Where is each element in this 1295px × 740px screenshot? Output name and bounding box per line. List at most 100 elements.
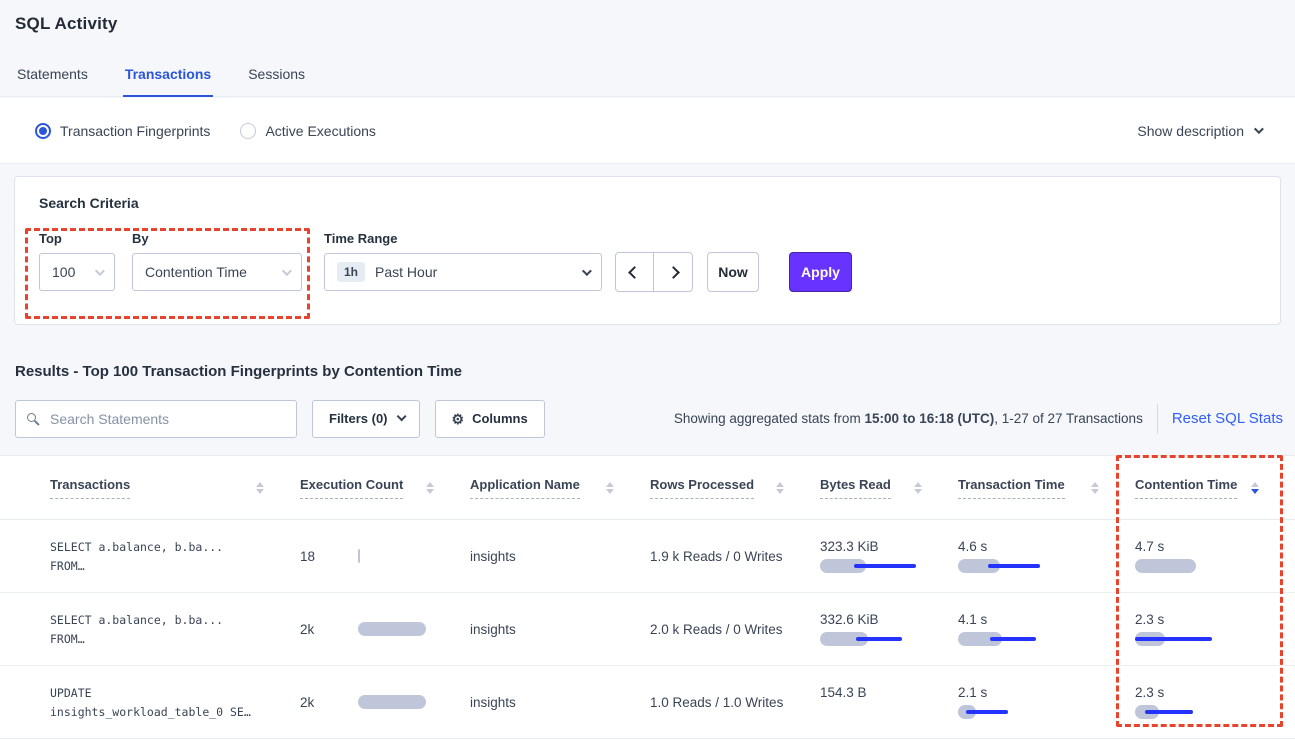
radio-selected-icon[interactable]	[35, 122, 51, 139]
bytes-read-bar	[820, 559, 920, 573]
stats-time-range: 15:00 to 16:18 (UTC)	[864, 411, 995, 426]
cell-rows-processed: 1.0 Reads / 1.0 Writes	[650, 694, 784, 710]
search-field	[15, 399, 297, 438]
tab-statements[interactable]: Statements	[17, 66, 88, 82]
column-header-contention-time[interactable]: Contention Time	[1121, 477, 1281, 499]
time-range-value: Past Hour	[375, 264, 438, 280]
stats-suffix: , 1-27 of 27 Transactions	[994, 411, 1143, 426]
by-label: By	[132, 231, 149, 246]
chevron-left-icon	[628, 265, 641, 279]
bytes-read-bar	[820, 705, 920, 719]
filters-label: Filters (0)	[329, 411, 388, 426]
bytes-read-mean-bar	[820, 559, 866, 573]
cell-application-name: insights	[470, 548, 516, 564]
column-label: Execution Count	[300, 477, 404, 499]
sort-icon[interactable]	[776, 481, 784, 494]
sort-icon[interactable]	[426, 481, 434, 494]
fingerprint-line-2: FROM…	[50, 558, 85, 573]
top-select[interactable]: 100	[39, 253, 115, 291]
column-header-bytes-read[interactable]: Bytes Read	[806, 477, 944, 499]
next-time-range-button[interactable]	[654, 253, 692, 291]
cell-transaction: UPDATE insights_workload_table_0 SE…	[36, 686, 286, 719]
execution-count-value: 18	[300, 548, 316, 564]
column-header-rows-processed[interactable]: Rows Processed	[636, 477, 806, 499]
search-statements-input[interactable]	[15, 399, 297, 438]
transaction-fingerprint-link[interactable]: UPDATE insights_workload_table_0 SE…	[50, 686, 286, 719]
time-range-pager	[615, 252, 693, 292]
results-heading: Results - Top 100 Transaction Fingerprin…	[15, 363, 463, 380]
cell-contention-time: 2.3 s	[1121, 612, 1281, 646]
column-header-transactions[interactable]: Transactions	[36, 477, 286, 499]
fingerprint-line-1: SELECT a.balance, b.ba...	[50, 612, 224, 627]
sort-icon[interactable]	[256, 481, 264, 494]
cell-application-name: insights	[470, 621, 516, 637]
results-toolbar: Filters (0) ⚙ Columns Showing aggregated…	[15, 399, 1283, 438]
transaction-time-value: 4.6 s	[958, 539, 988, 554]
now-button[interactable]: Now	[707, 252, 759, 292]
transaction-time-stddev-line	[990, 637, 1036, 641]
fingerprint-line-1: SELECT a.balance, b.ba...	[50, 539, 224, 554]
top-field: Top 100	[39, 231, 115, 291]
filters-button[interactable]: Filters (0)	[312, 399, 420, 438]
sort-down-icon	[426, 488, 434, 494]
bytes-read-bar	[820, 632, 920, 646]
table-header-row: Transactions Execution Count Application N…	[0, 456, 1295, 520]
sort-icon[interactable]	[606, 481, 614, 494]
time-range-badge: 1h	[337, 262, 366, 282]
column-label: Transaction Time	[958, 477, 1065, 499]
fingerprint-line-1: UPDATE	[50, 685, 92, 700]
tab-sessions[interactable]: Sessions	[248, 66, 306, 82]
transaction-time-bar	[958, 632, 1058, 646]
cell-transaction-time: 4.1 s	[944, 612, 1121, 646]
sort-icon[interactable]	[1251, 481, 1259, 494]
transaction-time-mean-bar	[958, 559, 1000, 573]
column-label: Contention Time	[1135, 477, 1238, 499]
radio-unselected-icon[interactable]	[240, 122, 257, 139]
table-row: UPDATE insights_workload_table_0 SE… 2k ins…	[0, 666, 1295, 739]
contention-time-bar	[1135, 705, 1235, 719]
column-header-execution-count[interactable]: Execution Count	[286, 477, 456, 499]
column-header-application-name[interactable]: Application Name	[456, 477, 636, 499]
columns-button[interactable]: ⚙ Columns	[434, 399, 545, 438]
by-select-value: Contention Time	[145, 264, 247, 280]
sort-up-icon	[606, 481, 614, 487]
execution-count-mean-bar	[358, 549, 360, 563]
previous-time-range-button[interactable]	[616, 253, 654, 291]
sort-up-icon	[1091, 481, 1099, 487]
sort-down-icon	[914, 488, 922, 494]
time-range-field: Time Range 1h Past Hour	[324, 231, 602, 291]
column-header-transaction-time[interactable]: Transaction Time	[944, 477, 1121, 499]
bytes-read-value: 323.3 KiB	[820, 539, 879, 554]
contention-time-value: 2.3 s	[1135, 612, 1165, 627]
execution-count-bar	[358, 549, 428, 563]
tab-transactions[interactable]: Transactions	[122, 56, 214, 97]
transaction-fingerprint-link[interactable]: SELECT a.balance, b.ba... FROM…	[50, 540, 286, 573]
cell-rows-processed: 1.9 k Reads / 0 Writes	[650, 548, 783, 564]
radio-transaction-fingerprints[interactable]: Transaction Fingerprints	[35, 122, 211, 139]
execution-count-bar	[358, 622, 428, 636]
time-range-select[interactable]: 1h Past Hour	[324, 253, 602, 291]
show-description-toggle[interactable]: Show description	[1137, 122, 1264, 139]
transaction-fingerprint-link[interactable]: SELECT a.balance, b.ba... FROM…	[50, 613, 286, 646]
show-description-label: Show description	[1137, 122, 1244, 139]
sort-up-icon	[914, 481, 922, 487]
table-row: SELECT a.balance, b.ba... FROM… 18 insights…	[0, 520, 1295, 593]
apply-button[interactable]: Apply	[789, 252, 852, 292]
divider	[1156, 403, 1158, 434]
transaction-time-value: 2.1 s	[958, 685, 988, 700]
sort-icon[interactable]	[914, 481, 922, 494]
transaction-time-mean-bar	[958, 632, 1002, 646]
search-criteria-controls: Top 100 By Contention Time Time Range 1h…	[39, 231, 1264, 292]
radio-label: Transaction Fingerprints	[60, 122, 211, 139]
column-label: Bytes Read	[820, 477, 891, 499]
radio-active-executions[interactable]: Active Executions	[240, 122, 376, 139]
reset-sql-stats-link[interactable]: Reset SQL Stats	[1171, 410, 1283, 427]
execution-count-bar	[358, 695, 428, 709]
cell-bytes-read: 323.3 KiB	[806, 539, 944, 573]
chevron-down-icon	[281, 265, 292, 276]
transaction-time-value: 4.1 s	[958, 612, 988, 627]
sort-icon[interactable]	[1091, 481, 1099, 494]
sort-up-icon	[256, 481, 264, 487]
by-select[interactable]: Contention Time	[132, 253, 302, 291]
